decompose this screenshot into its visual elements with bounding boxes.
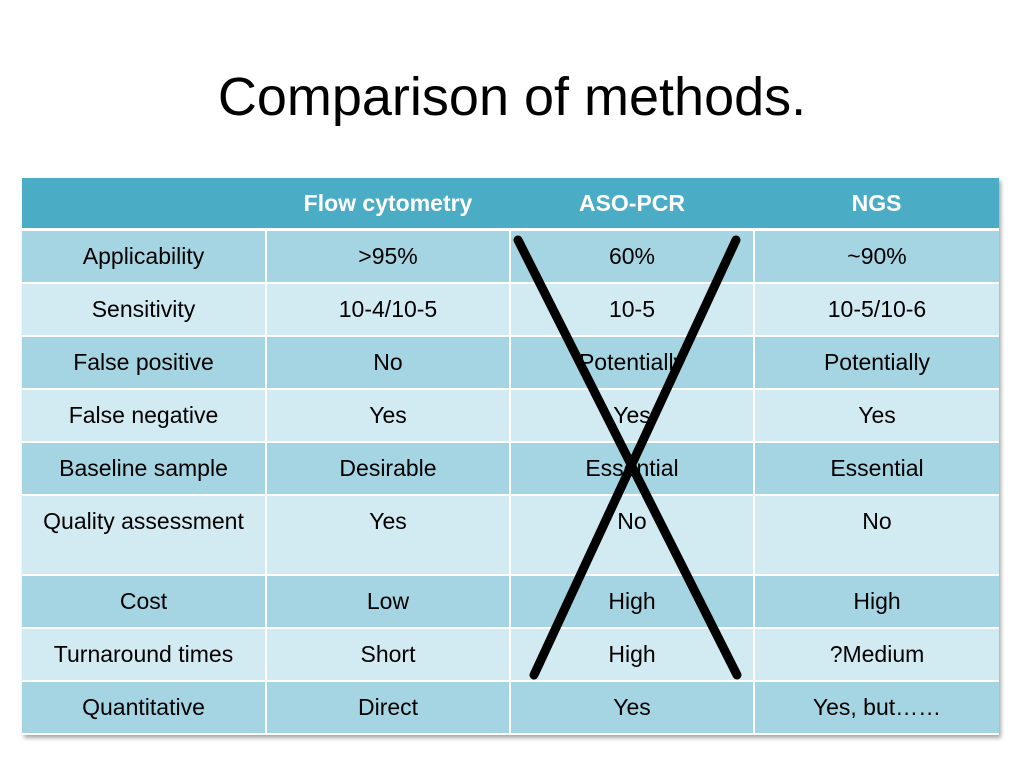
table-cell: High bbox=[510, 575, 755, 629]
table-cell: Yes bbox=[510, 389, 755, 443]
row-label: Applicability bbox=[22, 229, 267, 284]
table-cell: No bbox=[266, 336, 511, 390]
row-label: Baseline sample bbox=[22, 442, 267, 496]
comparison-table: Flow cytometry ASO-PCR NGS Applicability… bbox=[22, 178, 999, 735]
header-cell-aso-pcr: ASO-PCR bbox=[510, 178, 754, 231]
table-cell: 60% bbox=[510, 229, 755, 284]
table-row: False positive No Potentially Potentiall… bbox=[22, 336, 999, 390]
table-cell: High bbox=[510, 628, 755, 682]
table-cell: ~90% bbox=[754, 229, 999, 284]
table-row: Quality assessment Yes No No bbox=[22, 495, 999, 576]
table-row: Sensitivity 10-4/10-5 10-5 10-5/10-6 bbox=[22, 283, 999, 337]
table-cell: Potentially bbox=[754, 336, 999, 390]
table-cell: ?Medium bbox=[754, 628, 999, 682]
table-row: False negative Yes Yes Yes bbox=[22, 389, 999, 443]
table-cell: Low bbox=[266, 575, 511, 629]
row-label: Quality assessment bbox=[22, 495, 267, 576]
header-cell-empty bbox=[22, 178, 266, 231]
table-cell: 10-5 bbox=[510, 283, 755, 337]
table-cell: High bbox=[754, 575, 999, 629]
header-cell-ngs: NGS bbox=[754, 178, 999, 231]
table-cell: Desirable bbox=[266, 442, 511, 496]
table-cell: 10-5/10-6 bbox=[754, 283, 999, 337]
table-cell: Essential bbox=[510, 442, 755, 496]
table-cell: No bbox=[754, 495, 999, 576]
table-cell: 10-4/10-5 bbox=[266, 283, 511, 337]
row-label: Turnaround times bbox=[22, 628, 267, 682]
table-header-row: Flow cytometry ASO-PCR NGS bbox=[22, 178, 999, 231]
table-cell: Direct bbox=[266, 681, 511, 735]
table-cell: Yes bbox=[510, 681, 755, 735]
comparison-table-container: Flow cytometry ASO-PCR NGS Applicability… bbox=[22, 178, 999, 735]
table-cell: Yes bbox=[266, 495, 511, 576]
table-row: Turnaround times Short High ?Medium bbox=[22, 628, 999, 682]
table-row: Baseline sample Desirable Essential Esse… bbox=[22, 442, 999, 496]
table-cell: Yes bbox=[266, 389, 511, 443]
table-cell: No bbox=[510, 495, 755, 576]
table-cell: Short bbox=[266, 628, 511, 682]
row-label: Quantitative bbox=[22, 681, 267, 735]
table-row: Applicability >95% 60% ~90% bbox=[22, 229, 999, 284]
table-cell: Essential bbox=[754, 442, 999, 496]
row-label: False negative bbox=[22, 389, 267, 443]
table-cell: Yes, but…… bbox=[754, 681, 999, 735]
table-cell: Yes bbox=[754, 389, 999, 443]
row-label: False positive bbox=[22, 336, 267, 390]
table-row: Cost Low High High bbox=[22, 575, 999, 629]
header-cell-flow-cytometry: Flow cytometry bbox=[266, 178, 510, 231]
table-cell: >95% bbox=[266, 229, 511, 284]
slide-title: Comparison of methods. bbox=[217, 67, 807, 127]
table-cell: Potentially bbox=[510, 336, 755, 390]
row-label: Cost bbox=[22, 575, 267, 629]
table-row: Quantitative Direct Yes Yes, but…… bbox=[22, 681, 999, 735]
row-label: Sensitivity bbox=[22, 283, 267, 337]
